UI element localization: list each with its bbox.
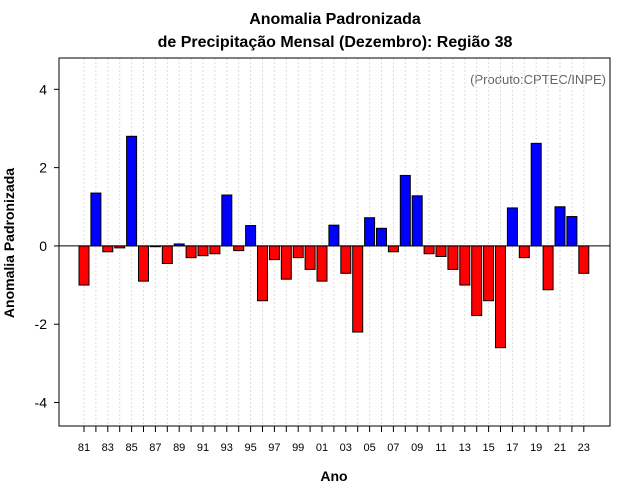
- source-annotation: (Produto:CPTEC/INPE): [470, 72, 606, 87]
- bar-1997: [268, 245, 280, 261]
- bar-2016: [495, 245, 506, 349]
- chart-title-line2: de Precipitação Mensal (Dezembro): Regiã…: [158, 34, 513, 51]
- x-tick-label: 03: [340, 442, 352, 454]
- bar-2013: [459, 245, 471, 286]
- y-axis-label: Anomalia Padronizada: [1, 168, 17, 318]
- x-tick-label: 91: [197, 442, 209, 454]
- bar-2005: [364, 217, 376, 247]
- x-tick-label: 17: [506, 442, 518, 454]
- x-tick-label: 11: [435, 442, 446, 454]
- bar-2014: [471, 245, 483, 317]
- bar-1991: [197, 245, 209, 257]
- bar-2019: [530, 142, 542, 247]
- x-tick-label: 13: [459, 442, 471, 454]
- y-tick-label: -2: [35, 316, 48, 332]
- bar-2007: [387, 245, 399, 253]
- bar-2010: [423, 245, 435, 255]
- bar-2012: [447, 245, 459, 270]
- bar-2017: [506, 207, 518, 247]
- bar-2020: [542, 245, 554, 291]
- x-tick-label: 95: [244, 442, 256, 454]
- x-tick-label: 15: [482, 442, 494, 454]
- x-tick-label: 01: [316, 442, 328, 454]
- x-tick-label: 23: [578, 442, 590, 454]
- bar-1998: [280, 245, 292, 280]
- bar-1999: [292, 245, 304, 259]
- plot-frame: [58, 57, 611, 427]
- bar-1993: [221, 194, 233, 247]
- bar-2002: [328, 224, 340, 247]
- bar-1994: [233, 245, 245, 252]
- x-axis: 81 83 85 87 89 91 93 95 97 99 01 03 05 07 09 11 13 15 17 19…: [78, 426, 590, 454]
- bar-2018: [518, 245, 530, 259]
- bar-2022: [566, 216, 578, 247]
- bar-2011: [435, 245, 447, 257]
- bar-1988: [161, 245, 173, 265]
- y-axis: -4 -2 0 2 4: [35, 81, 59, 411]
- bar-2003: [340, 245, 352, 274]
- bar-1982: [90, 192, 102, 247]
- x-tick-label: 93: [221, 442, 233, 454]
- bar-1996: [257, 245, 268, 302]
- bar-1990: [185, 245, 197, 259]
- x-tick-label: 19: [530, 442, 542, 454]
- x-tick-label: 97: [268, 442, 280, 454]
- bar-2008: [399, 174, 411, 247]
- bar-2021: [554, 206, 566, 247]
- x-tick-label: 81: [78, 442, 90, 454]
- bar-2001: [316, 245, 328, 282]
- y-tick-label: 2: [39, 160, 47, 176]
- x-tick-label: 89: [173, 442, 185, 454]
- bar-1986: [138, 245, 149, 282]
- x-tick-label: 21: [554, 442, 566, 454]
- bar-2004: [352, 245, 364, 333]
- x-tick-label: 83: [102, 442, 114, 454]
- y-tick-label: 0: [39, 238, 47, 254]
- bar-2009: [411, 195, 423, 247]
- x-tick-label: 05: [363, 442, 375, 454]
- chart-title-line1: Anomalia Padronizada: [249, 11, 421, 28]
- bar-1992: [209, 245, 221, 255]
- bar-1983: [102, 245, 114, 253]
- bar-2023: [578, 245, 590, 274]
- x-tick-label: 99: [292, 442, 304, 454]
- bar-1981: [78, 245, 90, 286]
- bar-1995: [245, 225, 257, 247]
- x-tick-label: 87: [149, 442, 161, 454]
- bar-1985: [126, 135, 138, 247]
- bar-2015: [483, 245, 495, 302]
- bars: [78, 135, 590, 349]
- bar-2006: [376, 227, 387, 247]
- x-tick-label: 07: [387, 442, 399, 454]
- y-tick-label: -4: [35, 395, 48, 411]
- x-tick-label: 09: [411, 442, 423, 454]
- y-tick-label: 4: [39, 81, 47, 97]
- x-tick-label: 85: [125, 442, 137, 454]
- bar-2000: [304, 245, 316, 270]
- x-axis-label: Ano: [320, 468, 347, 484]
